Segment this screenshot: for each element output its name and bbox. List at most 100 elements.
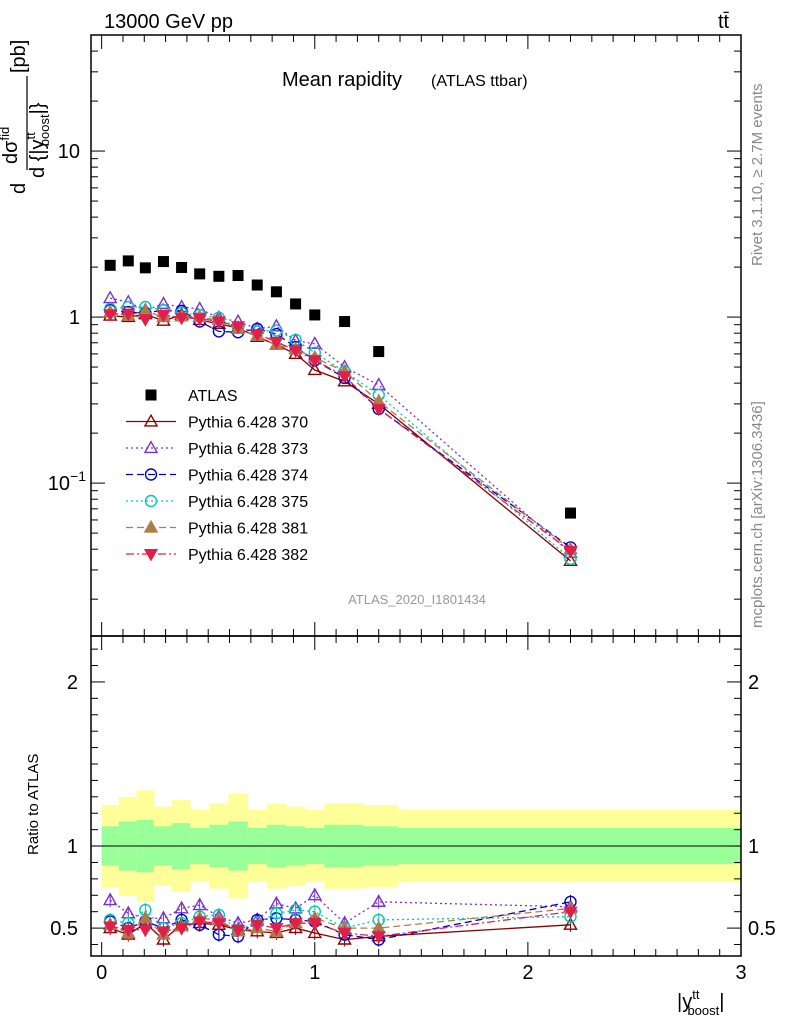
ylabel-den: d {|y — [27, 139, 49, 178]
data-point — [103, 309, 118, 322]
ratio-data-point — [288, 918, 303, 931]
data-point — [270, 324, 283, 337]
rivet-version-label: Rivet 3.1.10, ≥ 2.7M events — [749, 84, 766, 267]
data-point — [250, 329, 265, 342]
analysis-watermark: ATLAS_2020_I1801434 — [348, 592, 486, 607]
ratio-y-tick-label: 2 — [67, 672, 78, 694]
legend-marker — [143, 519, 159, 533]
legend-marker — [145, 389, 157, 401]
x-tick-label: 0 — [96, 962, 107, 984]
main-y-tick-label: 10 — [58, 141, 80, 163]
ratio-y-axis-label: Ratio to ATLAS — [25, 754, 42, 855]
ratio-data-point — [121, 924, 136, 938]
ratio-data-point — [371, 894, 386, 907]
data-point — [251, 279, 263, 291]
series-line-2 — [110, 297, 571, 554]
data-point — [176, 261, 188, 273]
ratio-data-point — [563, 906, 578, 920]
x-tick-label: 2 — [522, 962, 533, 984]
xlabel-sub: boost — [687, 1003, 719, 1018]
xlabel-post: | — [719, 991, 724, 1013]
ratio-data-point — [307, 918, 322, 931]
series-line-6 — [110, 312, 571, 552]
legend-marker — [143, 440, 159, 454]
legend-label: Pythia 6.428 381 — [188, 521, 308, 538]
ylabel-den-sub: boost — [37, 114, 52, 146]
ratio-plot: 0.5 0.5 1 1 2 2 0 1 2 3 — [50, 635, 776, 984]
main-y-tick-label: 10−1 — [48, 468, 86, 495]
data-point — [371, 377, 386, 391]
ratio-data-point — [103, 921, 118, 935]
svg-text:d: d — [8, 183, 30, 194]
ratio-data-point — [156, 926, 171, 939]
ratio-data-point — [174, 923, 189, 936]
ratio-data-point — [307, 887, 323, 901]
ratio-y-tick-label-right: 2 — [748, 672, 759, 694]
ylabel-den-sup: tt — [23, 132, 38, 140]
data-point — [565, 507, 577, 519]
data-point — [309, 309, 321, 321]
data-point — [270, 286, 282, 298]
ylabel-num: dσ — [0, 140, 22, 164]
legend-label: Pythia 6.428 382 — [188, 547, 308, 564]
data-point — [102, 290, 118, 304]
ratio-data-point — [307, 925, 323, 939]
ratio-series-line-1 — [109, 894, 571, 924]
legend-label: Pythia 6.428 370 — [188, 415, 308, 432]
ratio-y-tick-label: 0.5 — [50, 918, 78, 940]
data-point — [371, 403, 386, 417]
legend: ATLAS Pythia 6.428 370 Pythia 6.428 373 Pyt… — [126, 388, 308, 564]
ratio-data-point — [337, 928, 352, 941]
svg-text:[pb]: [pb] — [8, 40, 30, 73]
svg-text:d {|yttboost|}: d {|yttboost|} — [23, 102, 52, 178]
chart-title: Mean rapidity — [282, 69, 402, 91]
data-point — [138, 314, 153, 327]
svg-text:dσfid: dσfid — [0, 127, 22, 164]
data-point — [232, 270, 244, 282]
chart-subtitle: (ATLAS ttbar) — [431, 73, 528, 90]
legend-marker — [143, 413, 159, 427]
data-point — [211, 316, 226, 330]
data-point — [288, 345, 303, 358]
legend-marker — [143, 548, 159, 562]
ratio-content-group — [91, 790, 741, 947]
legend-marker — [144, 494, 158, 508]
data-point — [307, 355, 322, 368]
legend-label: Pythia 6.428 375 — [188, 494, 308, 511]
series-line-1 — [110, 313, 571, 562]
ratio-data-point — [138, 924, 153, 938]
ratio-data-point — [211, 918, 226, 931]
data-point — [269, 336, 284, 350]
data-point — [156, 296, 171, 310]
ratio-data-point — [563, 917, 578, 930]
data-point — [230, 321, 246, 334]
ratio-data-point — [174, 900, 189, 914]
legend-label: Pythia 6.428 373 — [188, 441, 308, 458]
data-point — [194, 268, 206, 280]
xlabel-sup: tt — [692, 987, 700, 1002]
main-plot: 10−1 1 10 — [48, 34, 742, 637]
data-point — [213, 270, 225, 282]
energy-label: 13000 GeV pp — [104, 11, 233, 33]
svg-text:|yttboost|: |ytt boost| — [677, 987, 724, 1018]
xlabel-pre: |y — [677, 991, 692, 1013]
ratio-data-point — [138, 910, 153, 924]
main-y-axis-label: d dσfid d {|yttboost|} [pb] — [0, 40, 52, 194]
data-point — [307, 336, 323, 349]
legend-marker — [144, 468, 158, 481]
ratio-data-point — [250, 919, 265, 933]
series-line-5 — [110, 310, 571, 550]
x-tick-label: 3 — [735, 962, 746, 984]
data-point — [307, 362, 323, 376]
x-tick-label: 1 — [309, 962, 320, 984]
series-line-3 — [110, 309, 571, 548]
data-point — [373, 346, 385, 358]
data-point — [563, 553, 578, 567]
legend-label: Pythia 6.428 374 — [188, 468, 308, 485]
main-frame — [90, 34, 742, 637]
ratio-y-tick-label: 1 — [67, 836, 78, 858]
data-point — [104, 259, 116, 271]
process-label: tt̄ — [718, 11, 730, 33]
data-point — [339, 316, 351, 328]
